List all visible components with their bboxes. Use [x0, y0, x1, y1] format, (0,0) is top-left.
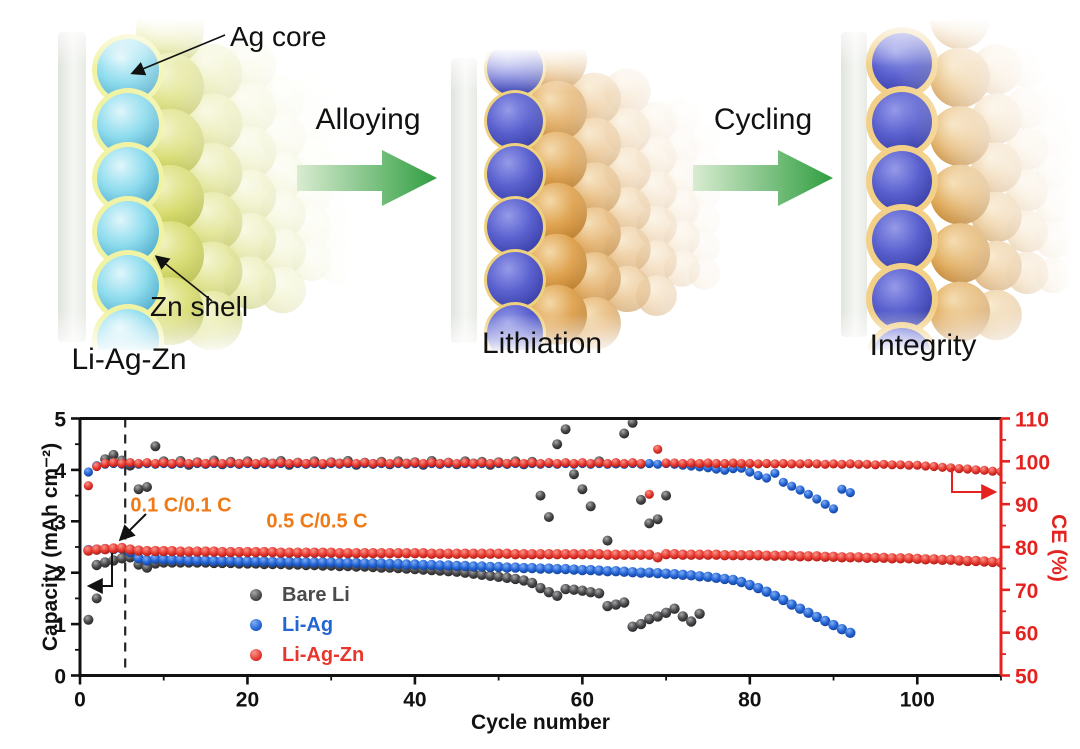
li-ag-marker-icon [250, 619, 262, 631]
svg-text:40: 40 [403, 689, 426, 712]
legend-item-bare-li: Bare Li [250, 580, 364, 610]
svg-text:90: 90 [1015, 494, 1038, 517]
caption-lithiation: Lithiation [481, 327, 603, 360]
svg-text:60: 60 [571, 689, 594, 712]
zn-shell-label: Zn shell [150, 291, 249, 322]
svg-text:60: 60 [1015, 623, 1038, 646]
svg-text:1: 1 [54, 614, 66, 637]
bare-li-marker-icon [250, 589, 262, 601]
svg-text:100: 100 [1015, 451, 1050, 474]
rate-annotation-arrow-icon [118, 513, 147, 542]
legend-item-li-ag: Li-Ag [250, 610, 364, 640]
caption-integrity: Integrity [869, 329, 977, 362]
svg-text:5: 5 [54, 409, 66, 432]
caption-li-ag-zn: Li-Ag-Zn [71, 343, 187, 376]
svg-text:0: 0 [54, 666, 66, 689]
legend-label: Bare Li [282, 583, 350, 606]
cycling-label: Cycling [713, 103, 813, 136]
cycling-arrow-icon [693, 150, 833, 206]
right-axis-label: CE (%) [1047, 514, 1070, 582]
capacity-axis-indicator-arrow-icon [86, 553, 113, 594]
svg-text:2: 2 [54, 563, 66, 586]
svg-text:3: 3 [54, 511, 66, 534]
svg-text:80: 80 [738, 689, 761, 712]
ag-core-label: Ag core [230, 21, 327, 52]
svg-text:4: 4 [54, 460, 66, 483]
legend-label: Li-Ag [282, 613, 334, 636]
left-axis-label: Capacity (mAh cm⁻²) [39, 442, 62, 652]
svg-text:100: 100 [900, 689, 935, 712]
series-ce-li-ag-zn [83, 444, 1001, 499]
svg-text:50: 50 [1015, 666, 1038, 689]
alloying-arrow-icon [297, 150, 437, 206]
integrity-sphere-array [866, 20, 1080, 350]
data-points [83, 418, 1001, 638]
svg-text:70: 70 [1015, 580, 1038, 603]
legend-label: Li-Ag-Zn [282, 643, 365, 666]
rate-annotation-0.1C: 0.1 C/0.1 C [130, 494, 232, 517]
back-sphere-column [930, 20, 990, 342]
front-sphere-column [866, 27, 938, 350]
li-ag-zn-marker-icon [250, 649, 262, 661]
svg-text:20: 20 [236, 689, 259, 712]
alloying-label: Alloying [315, 103, 421, 136]
svg-text:0: 0 [74, 689, 86, 712]
svg-text:110: 110 [1015, 409, 1049, 432]
chart-legend: Bare Li Li-Ag Li-Ag-Zn [250, 580, 364, 670]
integrity-structure-panel [835, 20, 1080, 350]
legend-item-li-ag-zn: Li-Ag-Zn [250, 640, 364, 670]
ce-axis-indicator-arrow-icon [951, 468, 998, 500]
svg-text:80: 80 [1015, 537, 1038, 560]
series-cap-li-ag [83, 543, 856, 638]
series-cap-li-ag-zn [83, 542, 1001, 568]
x-axis-label: Cycle number [471, 711, 610, 734]
rate-annotation-0.5C: 0.5 C/0.5 C [266, 510, 368, 533]
